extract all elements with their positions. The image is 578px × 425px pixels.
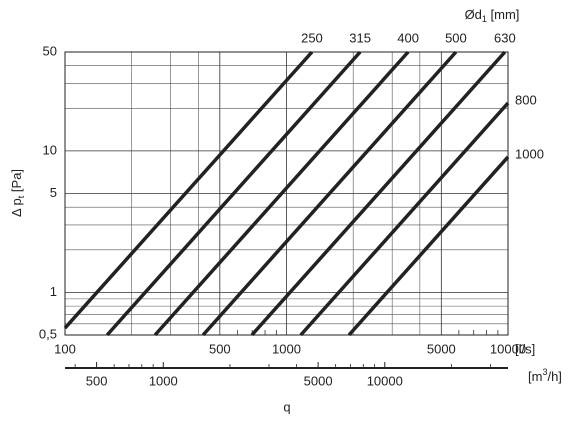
- x-axis-label: q: [283, 399, 290, 414]
- y-tick-label: 5: [50, 185, 57, 200]
- x2-unit: [m3/h]: [528, 367, 562, 384]
- legend-label: 400: [397, 30, 419, 45]
- x2-tick-label: 5000: [304, 373, 333, 388]
- legend-label: 800: [515, 92, 537, 107]
- x-tick-label: 1000: [272, 341, 301, 356]
- legend-label: 250: [301, 30, 323, 45]
- y-tick-label: 1: [50, 284, 57, 299]
- series-label: Ød1 [mm]: [465, 7, 520, 24]
- y-axis-label: Δ pt [Pa]: [9, 169, 26, 217]
- series-line: [153, 50, 410, 337]
- x-tick-label: 500: [209, 341, 231, 356]
- series-line: [63, 50, 314, 330]
- legend-label: 315: [349, 30, 371, 45]
- series-line: [299, 101, 510, 337]
- series-line: [105, 50, 362, 337]
- y-tick-label: 10: [43, 142, 57, 157]
- series-line: [250, 50, 507, 337]
- legend-label: 500: [445, 30, 467, 45]
- legend-label: 1000: [515, 146, 544, 161]
- x-unit: [l/s]: [515, 341, 535, 356]
- x2-tick-label: 500: [86, 373, 108, 388]
- y-tick-label: 0,5: [39, 326, 57, 341]
- plot-frame: [64, 51, 509, 336]
- x2-tick-label: 1000: [149, 373, 178, 388]
- legend-label: 630: [494, 30, 516, 45]
- x-tick-label: 100: [54, 341, 76, 356]
- x-tick-label: 10000: [490, 341, 526, 356]
- x-tick-label: 5000: [427, 341, 456, 356]
- series-line: [201, 50, 458, 337]
- series-line: [347, 155, 510, 337]
- x2-tick-label: 10000: [367, 373, 403, 388]
- y-tick-label: 50: [43, 43, 57, 58]
